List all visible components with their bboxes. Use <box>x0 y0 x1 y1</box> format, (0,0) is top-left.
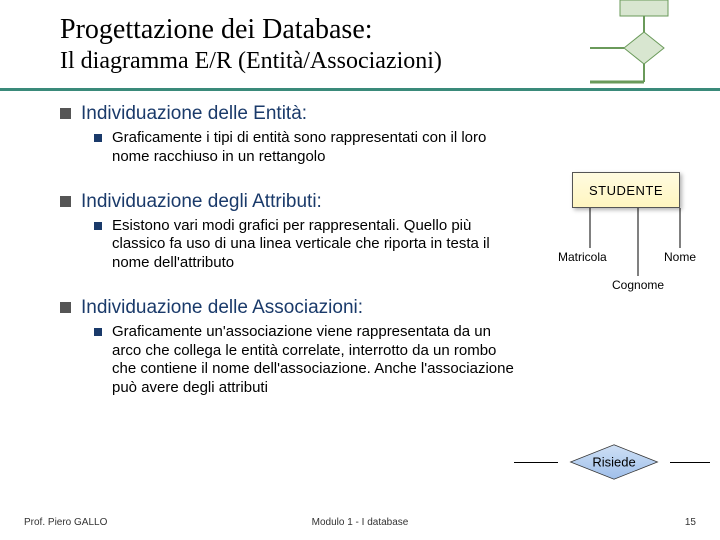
bullet-square-icon <box>94 222 102 230</box>
association-label: Risiede <box>592 455 635 470</box>
entity-rectangle: STUDENTE <box>572 172 680 208</box>
attribute-label-nome: Nome <box>664 250 696 264</box>
footer-module: Modulo 1 - I database <box>312 517 409 528</box>
heading-text: Individuazione delle Entità: <box>81 103 307 125</box>
entity-label: STUDENTE <box>589 183 663 198</box>
bullet-square-icon <box>94 328 102 336</box>
body-text: Esistono vari modi grafici per rappresen… <box>112 217 522 273</box>
section-body-1: Graficamente i tipi di entità sono rappr… <box>94 129 570 167</box>
heading-text: Individuazione degli Attributi: <box>81 191 322 213</box>
section-heading-2: Individuazione degli Attributi: <box>60 191 570 213</box>
body-text: Graficamente un'associazione viene rappr… <box>112 323 522 398</box>
slide-footer: Prof. Piero GALLO Modulo 1 - I database … <box>0 517 720 528</box>
section-heading-1: Individuazione delle Entità: <box>60 103 570 125</box>
bullet-square-icon <box>60 108 71 119</box>
content-area: Individuazione delle Entità: Graficament… <box>0 75 570 398</box>
association-line-right <box>670 462 710 463</box>
association-line-left <box>514 462 558 463</box>
section-body-3: Graficamente un'associazione viene rappr… <box>94 323 570 398</box>
attribute-label-cognome: Cognome <box>612 278 664 292</box>
body-text: Graficamente i tipi di entità sono rappr… <box>112 129 522 167</box>
attribute-label-matricola: Matricola <box>558 250 607 264</box>
bullet-square-icon <box>60 196 71 207</box>
section-body-2: Esistono vari modi grafici per rappresen… <box>94 217 570 273</box>
attribute-lines <box>550 208 710 288</box>
footer-author: Prof. Piero GALLO <box>24 517 107 528</box>
section-heading-3: Individuazione delle Associazioni: <box>60 297 570 319</box>
heading-text: Individuazione delle Associazioni: <box>81 297 363 319</box>
association-diagram: Risiede <box>542 430 686 494</box>
decoration-er-mini <box>590 0 720 105</box>
footer-page-number: 15 <box>685 517 696 528</box>
bullet-square-icon <box>94 134 102 142</box>
bullet-square-icon <box>60 302 71 313</box>
